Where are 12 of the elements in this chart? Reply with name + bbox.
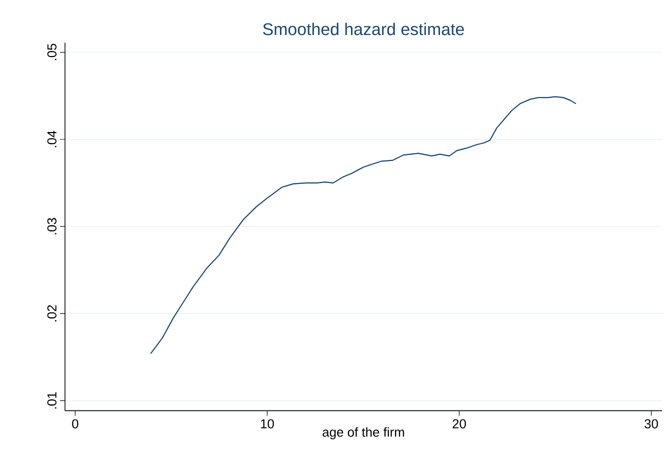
x-tick-label: 10 bbox=[260, 419, 274, 428]
y-tick-label: .05 bbox=[47, 44, 56, 60]
y-tick-label: .04 bbox=[47, 130, 56, 148]
line-series bbox=[150, 96, 577, 354]
y-tick-label: .02 bbox=[47, 305, 56, 322]
y-tick-label: .01 bbox=[47, 392, 56, 408]
x-tick-label: 20 bbox=[452, 419, 466, 428]
x-tick-label: 0 bbox=[72, 419, 78, 428]
x-tick-label: 30 bbox=[644, 419, 658, 428]
chart-title: Smoothed hazard estimate bbox=[263, 22, 464, 36]
y-tick-label: .03 bbox=[47, 218, 56, 234]
x-axis-title: age of the firm bbox=[322, 427, 404, 440]
